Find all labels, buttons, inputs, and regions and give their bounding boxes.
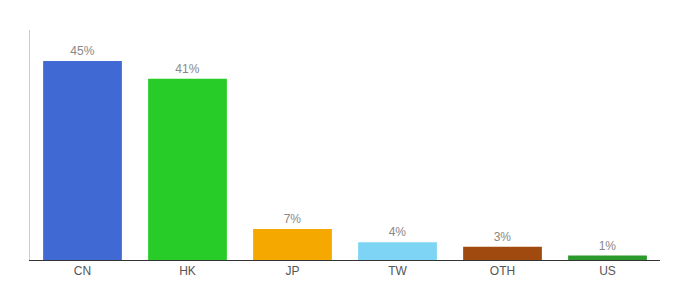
svg-text:1%: 1% (599, 239, 617, 253)
svg-text:JP: JP (285, 264, 299, 278)
svg-text:3%: 3% (494, 230, 512, 244)
svg-text:CN: CN (74, 264, 91, 278)
svg-text:US: US (599, 264, 616, 278)
svg-text:41%: 41% (175, 62, 199, 76)
svg-text:TW: TW (388, 264, 407, 278)
svg-text:HK: HK (179, 264, 196, 278)
svg-text:4%: 4% (389, 225, 407, 239)
svg-text:7%: 7% (284, 212, 302, 226)
svg-text:OTH: OTH (490, 264, 515, 278)
svg-text:45%: 45% (70, 44, 94, 58)
